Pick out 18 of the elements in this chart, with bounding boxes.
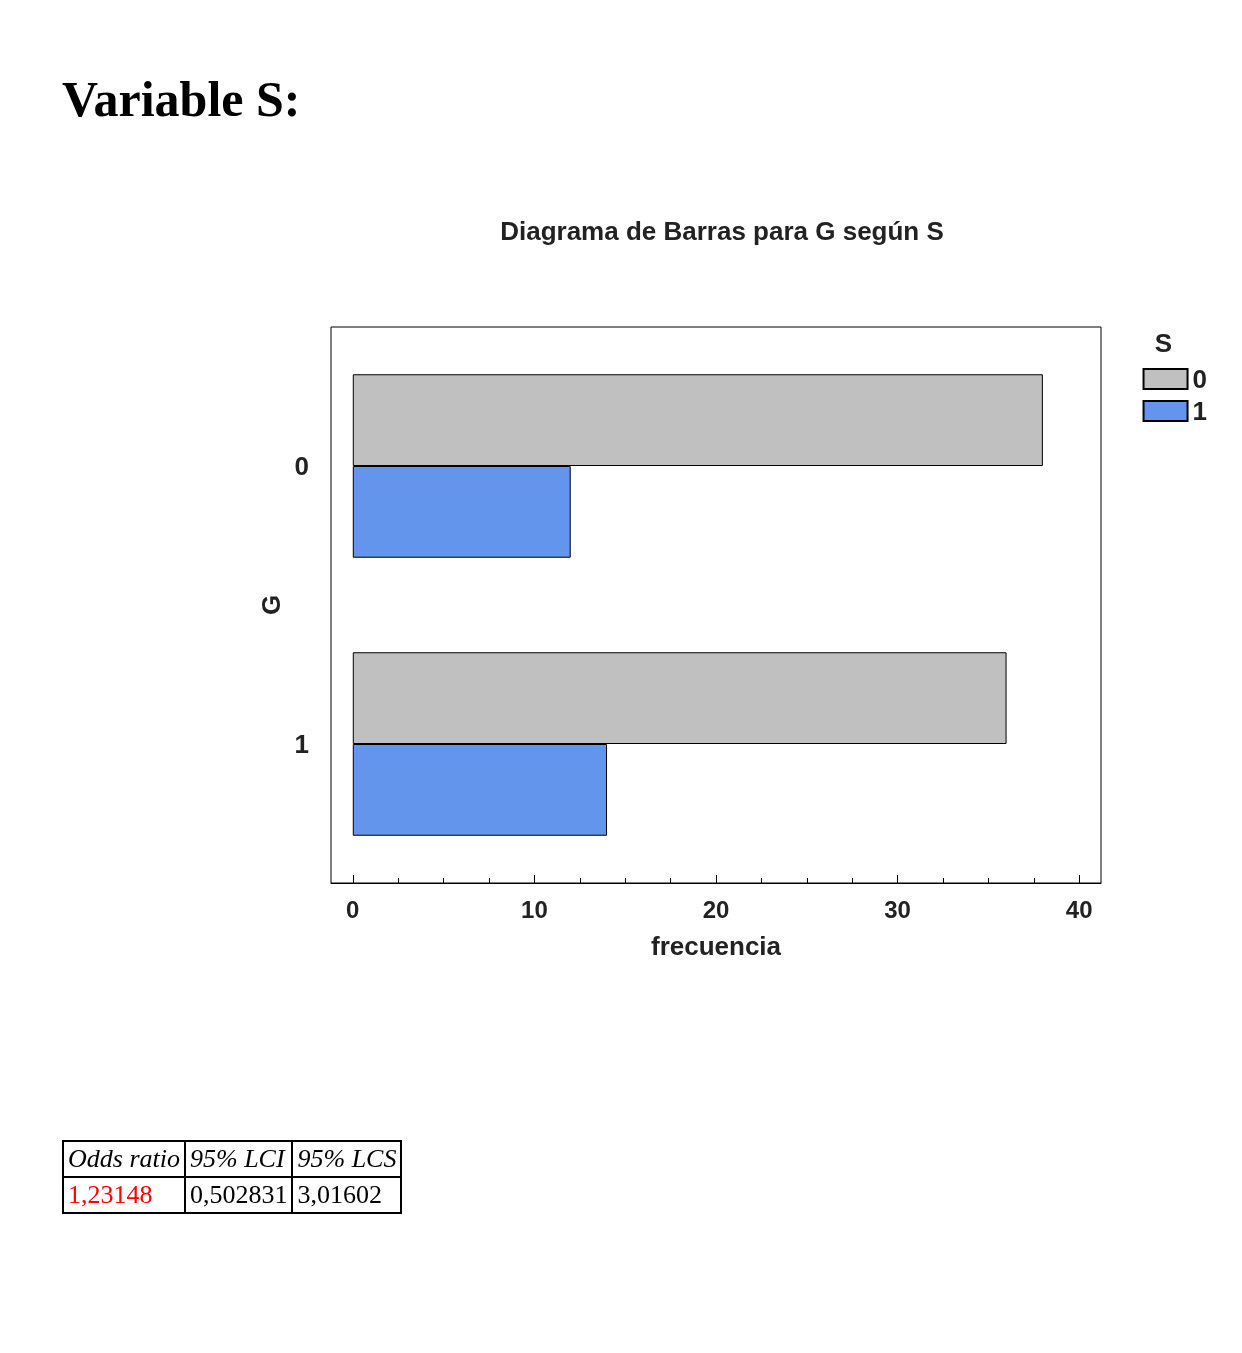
legend-title: S [1154,328,1172,358]
x-tick-label: 0 [346,895,360,923]
chart-title: Diagrama de Barras para G según S [500,216,944,246]
x-axis-title: frecuencia [650,931,782,961]
text: 3,01602 [292,1177,402,1213]
legend-label: 0 [1192,364,1208,394]
legend-label: 1 [1192,396,1208,426]
y-axis-title: G [255,594,286,616]
x-tick-label: 30 [884,895,911,923]
text: 1,23148 [63,1177,185,1213]
text: 0,502831 [184,1177,293,1213]
x-tick-label: 20 [702,895,730,923]
text: 95% LCI [184,1141,293,1177]
x-tick-label: 10 [521,895,548,923]
text: 95% LCS [292,1141,402,1177]
text: Variable S: [62,70,301,128]
text: Odds ratio [63,1141,185,1177]
x-tick-label: 40 [1065,895,1093,923]
